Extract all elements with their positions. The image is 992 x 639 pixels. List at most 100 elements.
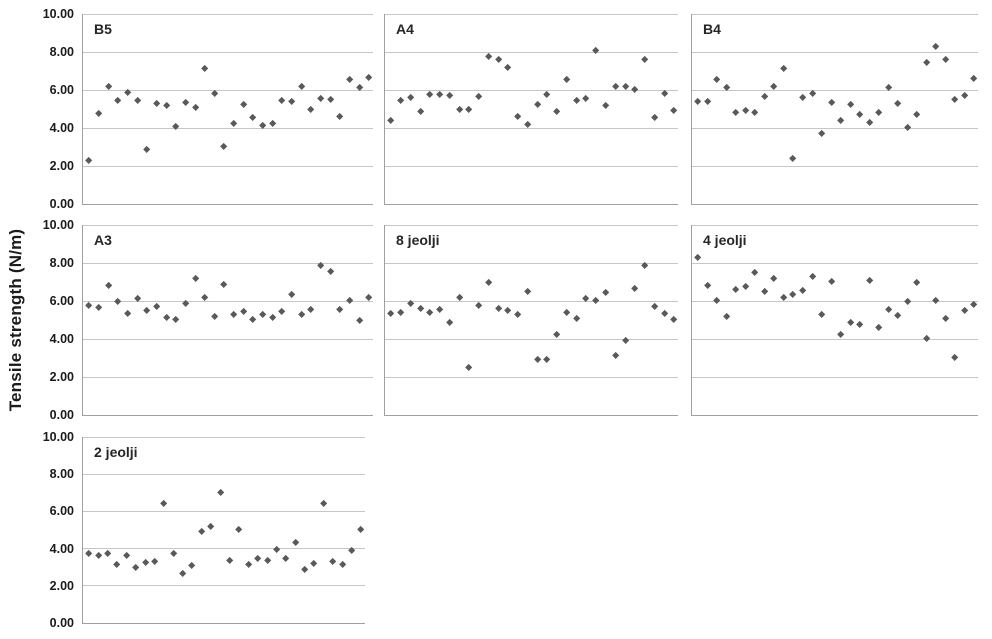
data-point-marker	[152, 302, 161, 311]
data-point-marker	[85, 156, 93, 165]
gridline	[384, 13, 678, 15]
data-point-marker	[338, 560, 347, 569]
data-point-marker	[817, 310, 826, 319]
data-point-marker	[254, 555, 262, 563]
data-point-marker	[827, 278, 836, 286]
x-axis-line	[691, 414, 978, 416]
data-point-marker	[345, 75, 354, 84]
data-point-marker	[660, 89, 669, 98]
panel-title: 8 jeolji	[396, 232, 440, 248]
data-point-marker	[865, 277, 874, 285]
data-point-marker	[207, 522, 215, 531]
data-point-marker	[178, 569, 187, 578]
x-axis-line	[691, 203, 978, 205]
data-point-marker	[941, 315, 950, 323]
data-point-marker	[640, 55, 649, 64]
data-point-marker	[244, 560, 253, 569]
data-point-marker	[903, 298, 912, 306]
data-point-marker	[543, 356, 551, 364]
y-tick-label: 6.00	[49, 294, 74, 308]
data-point-marker	[278, 96, 286, 105]
data-point-marker	[465, 106, 473, 114]
data-point-marker	[316, 94, 325, 103]
data-point-marker	[307, 305, 315, 314]
gridline	[82, 13, 373, 15]
data-point-marker	[741, 282, 750, 291]
y-axis-line	[82, 225, 83, 415]
data-point-marker	[307, 106, 315, 114]
data-point-marker	[572, 315, 581, 323]
data-point-marker	[951, 354, 959, 362]
data-point-marker	[201, 65, 209, 73]
gridline	[82, 224, 373, 226]
data-point-marker	[670, 316, 678, 324]
panel-title: B4	[703, 21, 721, 37]
y-axis-line	[691, 14, 692, 204]
data-point-marker	[191, 104, 200, 112]
data-point-marker	[113, 560, 121, 569]
x-axis-line	[82, 414, 373, 416]
data-point-marker	[336, 112, 344, 121]
data-point-marker	[484, 52, 493, 61]
data-point-marker	[210, 313, 219, 321]
data-point-marker	[291, 539, 300, 547]
data-point-marker	[239, 100, 248, 109]
data-point-marker	[465, 363, 473, 372]
data-point-marker	[875, 323, 883, 332]
data-point-marker	[133, 295, 142, 303]
gridline	[82, 127, 373, 129]
y-axis-line	[384, 14, 385, 204]
data-point-marker	[345, 297, 354, 305]
data-point-marker	[230, 119, 238, 128]
data-point-marker	[162, 102, 171, 110]
data-point-marker	[562, 75, 571, 84]
data-point-marker	[932, 42, 940, 51]
gridline	[384, 262, 678, 264]
data-point-marker	[150, 557, 159, 566]
y-tick-label: 4.00	[49, 121, 74, 135]
data-point-marker	[722, 312, 731, 321]
gridline	[82, 51, 373, 53]
data-point-marker	[249, 316, 257, 324]
data-point-marker	[922, 58, 931, 67]
data-point-marker	[836, 330, 845, 339]
data-point-marker	[475, 92, 483, 101]
y-tick-label: 2.00	[49, 578, 74, 593]
data-point-marker	[913, 279, 921, 287]
y-tick-label: 4.00	[49, 541, 74, 556]
data-point-marker	[287, 97, 296, 106]
data-point-marker	[103, 550, 112, 558]
data-point-marker	[357, 526, 365, 534]
panel-b4: B4	[691, 13, 978, 205]
data-point-marker	[310, 559, 318, 568]
y-tick-label: 10.00	[42, 430, 74, 444]
y-tick-label: 8.00	[49, 467, 74, 482]
data-point-marker	[808, 272, 817, 281]
data-point-marker	[827, 98, 836, 107]
data-point-marker	[162, 314, 171, 322]
data-point-marker	[133, 96, 142, 105]
panel-title: A4	[396, 21, 414, 37]
data-point-marker	[268, 119, 277, 128]
data-point-marker	[941, 55, 950, 64]
y-tick-label: 2.00	[49, 159, 74, 173]
data-point-marker	[169, 550, 178, 558]
gridline	[82, 548, 365, 550]
data-point-marker	[396, 308, 405, 317]
data-point-marker	[660, 309, 669, 318]
gridline	[384, 89, 678, 91]
data-point-marker	[114, 96, 122, 105]
data-point-marker	[514, 310, 522, 319]
data-point-marker	[875, 108, 883, 117]
data-point-marker	[770, 274, 778, 283]
data-point-marker	[143, 306, 151, 315]
data-point-marker	[601, 102, 610, 110]
y-tick-label: 4.00	[49, 332, 74, 346]
data-point-marker	[732, 285, 740, 294]
data-point-marker	[846, 100, 855, 109]
data-point-marker	[504, 63, 512, 72]
data-point-marker	[435, 305, 444, 314]
panel-title: B5	[94, 21, 112, 37]
data-point-marker	[282, 555, 290, 563]
data-point-marker	[445, 91, 454, 100]
